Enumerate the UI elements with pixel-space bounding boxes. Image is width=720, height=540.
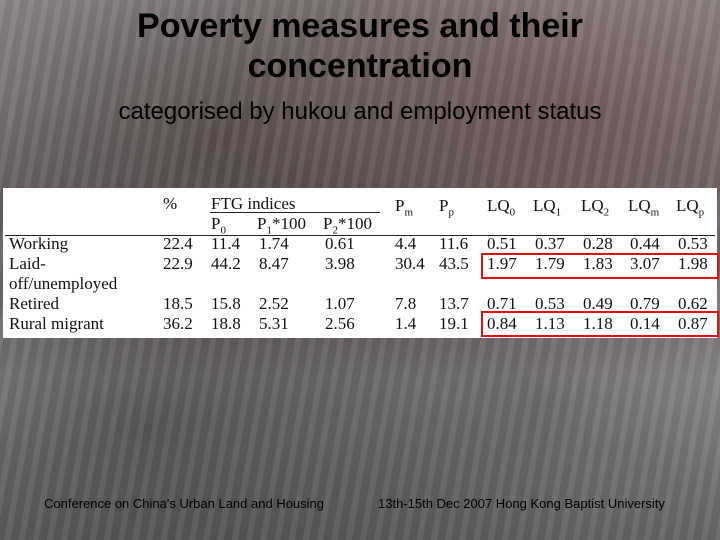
cell-lq1: 0.37 [535,234,565,253]
cell-lqm: 0.79 [630,294,660,313]
cell-pm: 7.8 [395,294,417,313]
cell-pm: 30.4 [395,254,425,273]
cell-lqm: 0.14 [630,314,660,333]
header-lq2: LQ2 [581,196,610,219]
cell-p0: 11.4 [211,234,241,253]
footer-conference: Conference on China's Urban Land and Hou… [44,496,325,511]
cell-pct: 22.9 [163,254,193,273]
cell-lq0: 1.97 [487,254,517,273]
header-lqp: LQp [676,196,705,219]
cell-lqp: 0.53 [678,234,708,253]
highlight-laid-off-lq [481,253,719,279]
cell-p0: 44.2 [211,254,241,273]
cell-p2: 1.07 [325,294,355,313]
cell-lq2: 1.18 [583,314,613,333]
slide-subtitle: categorised by hukou and employment stat… [118,98,602,125]
row-label: Laid- [9,254,46,273]
header-pm: Pm [395,196,414,219]
header-pp: Pp [439,196,454,219]
cell-p2: 3.98 [325,254,355,273]
highlight-rural-migrant-lq [481,311,719,337]
header-divider [5,235,715,236]
cell-pct: 36.2 [163,314,193,333]
cell-pm: 1.4 [395,314,417,333]
cell-lq1: 1.13 [535,314,565,333]
header-lq1: LQ1 [533,196,562,219]
poverty-table: % FTG indices Pm Pp LQ0 LQ1 LQ2 LQm LQp … [3,188,719,338]
cell-lq2: 0.49 [583,294,613,313]
cell-p1: 2.52 [259,294,289,313]
cell-pm: 4.4 [395,234,417,253]
header-lqm: LQm [628,196,660,219]
header-p1: P1*100 [257,214,306,237]
row-label: Working [9,234,69,253]
cell-pct: 22.4 [163,234,193,253]
cell-p1: 1.74 [259,234,289,253]
header-lq0: LQ0 [487,196,516,219]
cell-lq0: 0.84 [487,314,517,333]
row-label: Retired [9,294,60,313]
cell-pct: 18.5 [163,294,193,313]
cell-lqp: 1.98 [678,254,708,273]
cell-lqm: 3.07 [630,254,660,273]
cell-lq1: 0.53 [535,294,565,313]
slide-title: Poverty measures and their concentration [137,7,583,85]
row-label-continued: off/unemployed [9,274,118,293]
cell-p2: 2.56 [325,314,355,333]
cell-p1: 5.31 [259,314,289,333]
ftg-underline [210,212,380,213]
header-p0: P0 [211,214,226,237]
footer-date-venue: 13th-15th Dec 2007 Hong Kong Baptist Uni… [378,496,665,511]
header-pct: % [163,194,178,213]
header-ftg-indices: FTG indices [211,194,296,213]
cell-p1: 8.47 [259,254,289,273]
cell-p0: 18.8 [211,314,241,333]
row-label: Rural migrant [9,314,104,333]
cell-pp: 43.5 [439,254,469,273]
cell-lqp: 0.62 [678,294,708,313]
cell-lq1: 1.79 [535,254,565,273]
cell-lq2: 1.83 [583,254,613,273]
cell-pp: 19.1 [439,314,469,333]
cell-lq0: 0.71 [487,294,517,313]
header-p2: P2*100 [323,214,372,237]
cell-pp: 11.6 [439,234,469,253]
cell-lq2: 0.28 [583,234,613,253]
cell-lqm: 0.44 [630,234,660,253]
cell-p0: 15.8 [211,294,241,313]
cell-pp: 13.7 [439,294,469,313]
cell-p2: 0.61 [325,234,355,253]
cell-lq0: 0.51 [487,234,517,253]
cell-lqp: 0.87 [678,314,708,333]
